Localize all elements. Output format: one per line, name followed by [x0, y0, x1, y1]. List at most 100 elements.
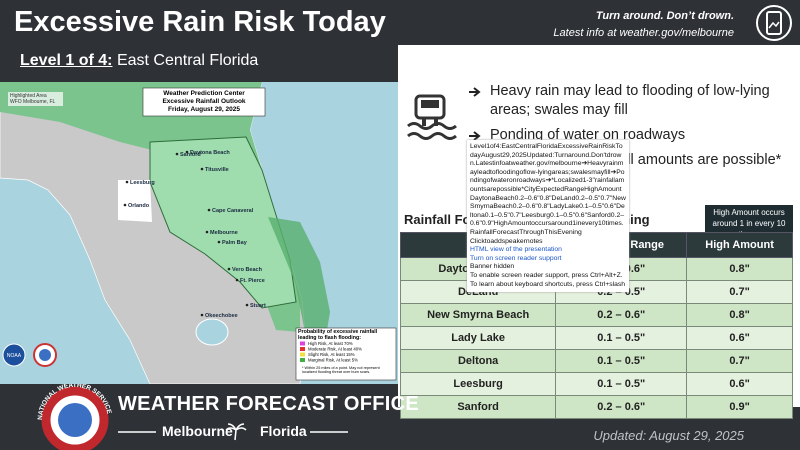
city-label: Leesburg — [130, 180, 155, 186]
city-dot — [125, 180, 129, 184]
city-label: Stuart — [250, 303, 266, 309]
city-dot — [205, 230, 209, 234]
city-label: Okeechobee — [205, 313, 238, 319]
table-cell: 0.7" — [686, 349, 793, 373]
table-row: Deltona 0.1 – 0.5" 0.7" — [399, 349, 793, 373]
car-icon — [407, 94, 457, 140]
city-label: Vero Beach — [232, 267, 263, 273]
table-cell: Deltona — [399, 349, 557, 373]
phone-icon — [756, 5, 792, 41]
table-cell: Sanford — [399, 395, 557, 419]
legend-title: Probability of excessive rainfall leadin… — [298, 329, 378, 341]
legend-label: Moderate Risk, At least 40% — [308, 347, 362, 352]
table-cell: 0.9" — [686, 395, 793, 419]
help-text: To enable screen reader support, press C… — [470, 271, 626, 288]
footer-rules — [118, 423, 348, 441]
city-label: Palm Bay — [222, 240, 248, 246]
bullet-arrow — [469, 131, 481, 141]
banner-status: Banner hidden — [470, 263, 515, 271]
table-row: New Smyrna Beach 0.2 – 0.6" 0.8" — [399, 303, 793, 327]
bullet-text: Ponding of water on roadways — [490, 127, 686, 143]
table-row: Lady Lake 0.1 – 0.5" 0.6" — [399, 326, 793, 350]
tagline-main: Turn around. Don’t drown. — [595, 10, 734, 22]
corner-note: WFO Melbourne, FL — [10, 99, 56, 105]
table-cell: 0.8" — [686, 257, 793, 281]
updated-date: Updated: August 29, 2025 — [593, 428, 744, 443]
city-dot — [227, 267, 231, 271]
table-cell: 0.7" — [686, 280, 793, 304]
city-dot — [123, 203, 127, 207]
bullet-arrow — [469, 87, 481, 97]
bullet: Heavy rain may lead to flooding of low-l… — [468, 82, 793, 120]
city-dot — [200, 313, 204, 317]
bullet-list: Heavy rain may lead to flooding of low-l… — [468, 82, 793, 176]
map: Highlighted Area WFO Melbourne, FL Weath… — [0, 82, 398, 384]
table-cell: 0.1 – 0.5" — [555, 372, 688, 396]
screen-reader-link[interactable]: Turn on screen reader support — [470, 254, 562, 262]
legend-note: * Within 25 miles of a point. May not re… — [302, 366, 380, 375]
legend: High Risk, At least 70%Moderate Risk, At… — [300, 341, 362, 363]
html-view-link[interactable]: HTML view of the presentation — [470, 246, 562, 254]
table-cell: New Smyrna Beach — [399, 303, 557, 327]
city-dot — [207, 208, 211, 212]
region: East Central Florida — [116, 52, 259, 69]
tagline: Turn around. Don’t drown. Latest info at… — [553, 8, 734, 42]
city-dot — [200, 167, 204, 171]
city-label: Orlando — [128, 203, 150, 209]
city-label: Daytona Beach — [190, 150, 230, 156]
office-name: WEATHER FORECAST OFFICE — [118, 393, 419, 415]
table-cell: Lady Lake — [399, 326, 557, 350]
city-label: Sanford — [180, 152, 201, 158]
table-row: Sanford 0.2 – 0.6" 0.9" — [399, 395, 793, 419]
city-dot — [185, 150, 189, 154]
footer-city: Melbourne — [162, 423, 233, 439]
city-dot — [245, 303, 249, 307]
corner-note: Highlighted Area — [10, 93, 47, 99]
table-cell: 0.1 – 0.5" — [555, 326, 688, 350]
bullet: Ponding of water on roadways — [468, 126, 793, 145]
table-cell: 0.1 – 0.5" — [555, 349, 688, 373]
table-note: High Amount occurs around 1 in every 10 … — [705, 205, 793, 239]
table-cell: 0.2 – 0.6" — [555, 395, 688, 419]
city-label: Titusville — [205, 167, 229, 173]
level-line: Level 1 of 4: East Central Florida — [20, 52, 258, 70]
speaker-notes[interactable]: Clicktoaddspeakernotes — [470, 237, 543, 245]
legend-label: Marginal Risk, At least 5% — [308, 358, 358, 363]
table-cell: 0.6" — [686, 326, 793, 350]
table-row: Leesburg 0.1 – 0.5" 0.6" — [399, 372, 793, 396]
bullet-text: Heavy rain may lead to flooding of low-l… — [490, 83, 770, 118]
level: Level 1 of 4: — [20, 52, 113, 69]
nws-seal: NATIONAL WEATHER SERVICE — [37, 384, 113, 450]
city-label: Melbourne — [210, 230, 238, 236]
map-title: Friday, August 29, 2025 — [168, 106, 240, 113]
column-header: High Amount — [686, 232, 793, 258]
table-cell: 0.2 – 0.6" — [555, 303, 688, 327]
legend-swatch — [300, 358, 305, 362]
legend-swatch — [300, 341, 305, 346]
noaa-logo: NOAA — [7, 353, 22, 359]
table-body: Daytona Beach0.2 – 0.6"0.8"DeLand0.2 – 0… — [399, 257, 793, 419]
legend-label: High Risk, At least 70% — [308, 341, 353, 346]
footer-state: Florida — [260, 423, 307, 439]
city-label: Ft. Pierce — [240, 278, 265, 284]
tagline-info: Latest info at weather.gov/melbourne — [553, 27, 734, 39]
arrow-shape — [469, 87, 481, 97]
arrow-shape — [469, 131, 481, 141]
city-labels: Daytona Beach Leesburg Sanford Titusville Or… — [123, 150, 266, 319]
title: Excessive Rain Risk Today — [14, 6, 386, 38]
table-cell: 0.8" — [686, 303, 793, 327]
screen-reader-overlay: Level1of4:EastCentralFloridaExcessiveRai… — [467, 140, 629, 293]
map-title: Excessive Rainfall Outlook — [162, 98, 245, 105]
table-cell: 0.6" — [686, 372, 793, 396]
city-dot — [175, 152, 179, 156]
city-label: Cape Canaveral — [212, 208, 254, 214]
overlay-text: Level1of4:EastCentralFloridaExcessiveRai… — [470, 143, 626, 236]
city-dot — [235, 278, 239, 282]
legend-label: Slight Risk, At least 15% — [308, 352, 355, 357]
legend-swatch — [300, 352, 305, 357]
table-cell: Leesburg — [399, 372, 557, 396]
city-dot — [217, 240, 221, 244]
map-title: Weather Prediction Center — [163, 90, 245, 97]
legend-swatch — [300, 347, 305, 351]
